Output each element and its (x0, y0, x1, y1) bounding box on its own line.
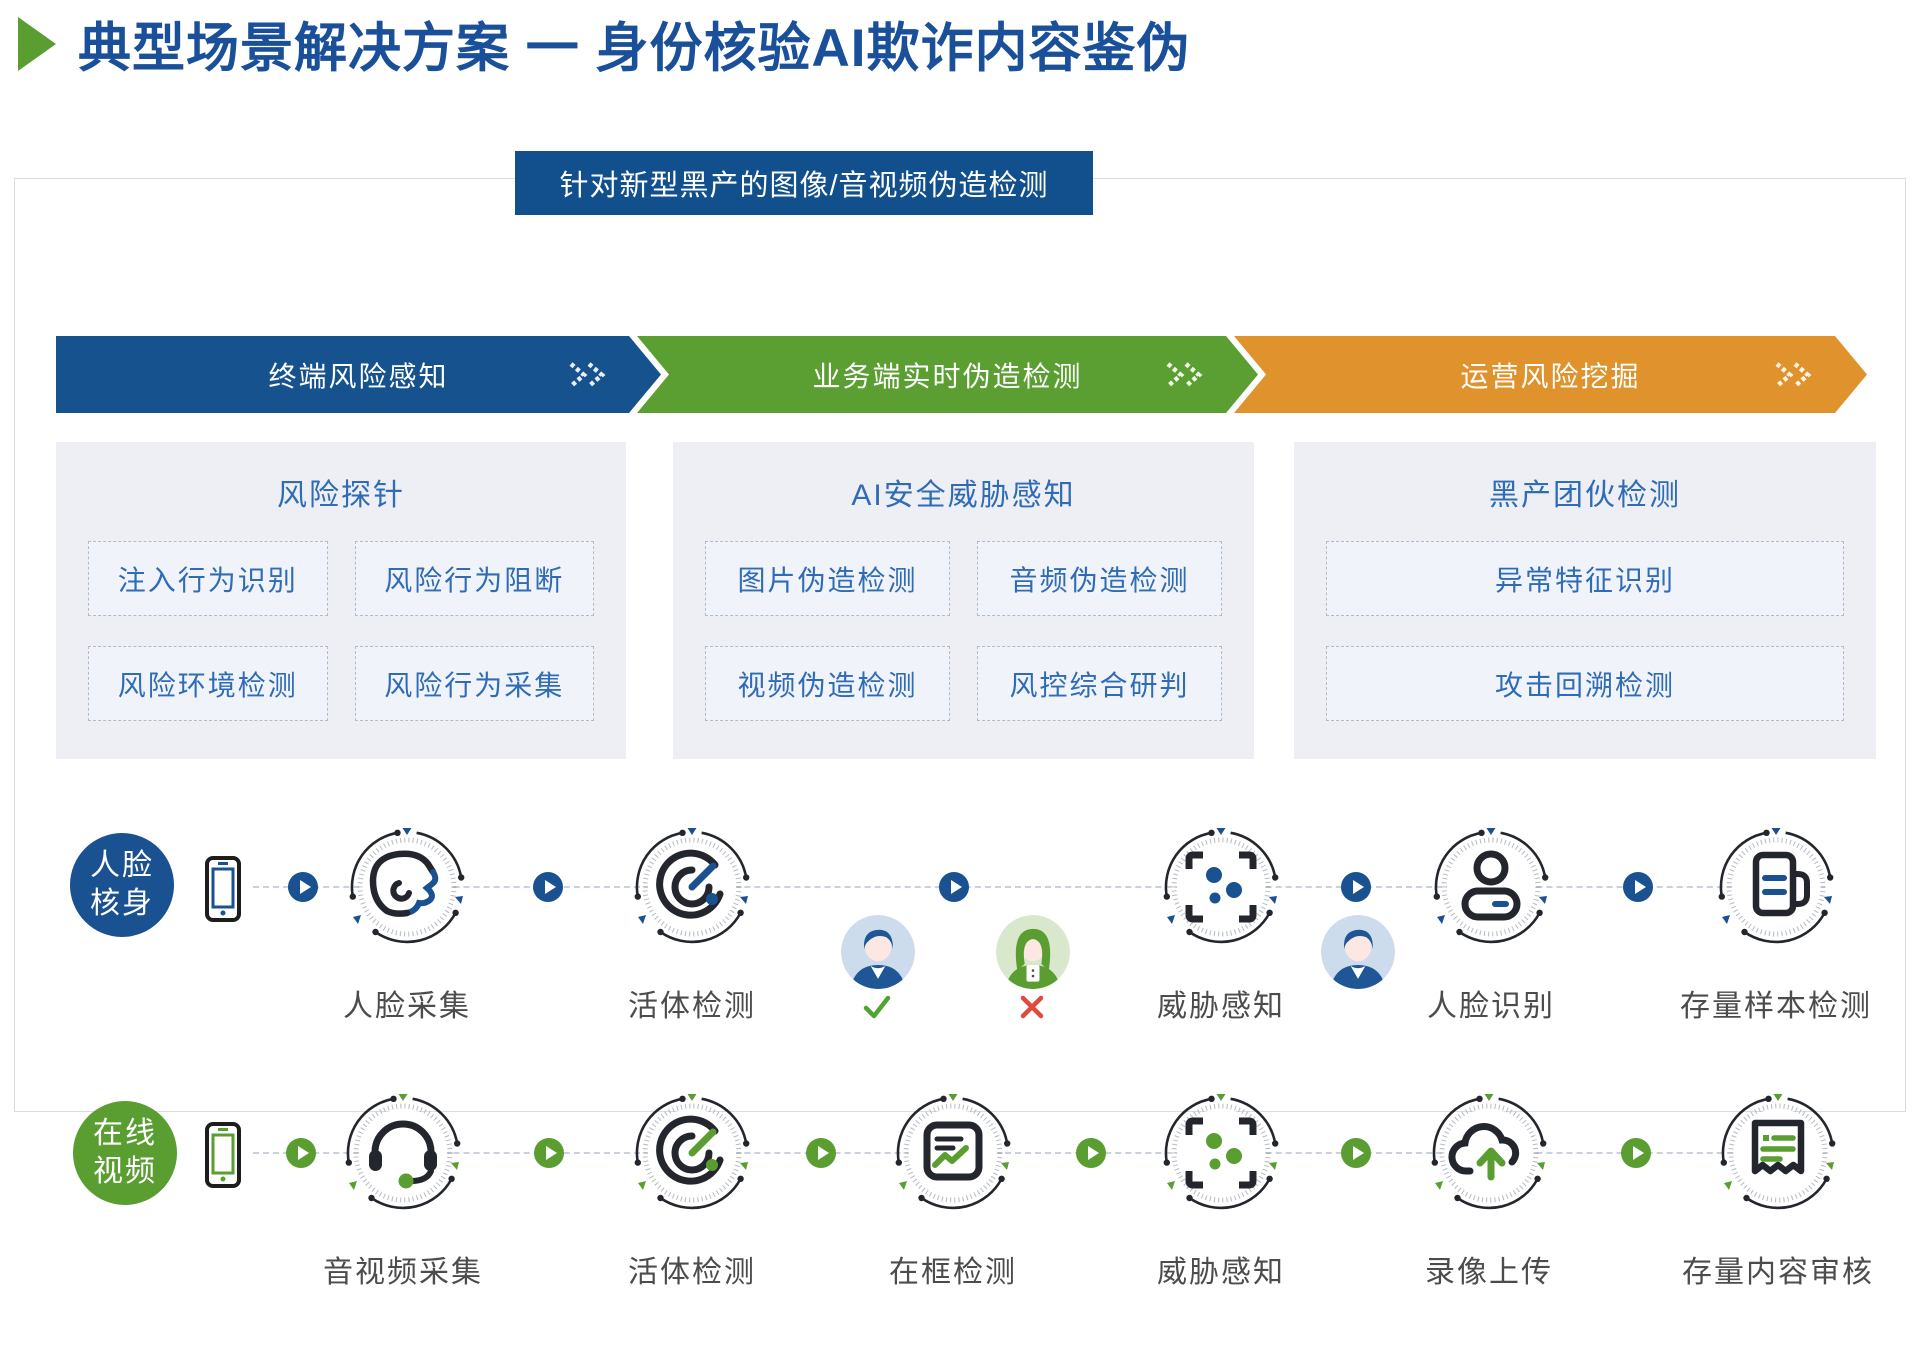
page-title: 典型场景解决方案 一 身份核验AI欺诈内容鉴伪 (78, 19, 1191, 78)
capability-box: 风险环境检测 (88, 646, 328, 721)
content-review-icon (1718, 1093, 1838, 1213)
double-chevron-icon (1771, 361, 1815, 389)
capability-box: 图片伪造检测 (705, 541, 950, 616)
capability-box: 风险行为阻断 (354, 541, 594, 616)
banner-label: 针对新型黑产的图像/音视频伪造检测 (559, 170, 1049, 202)
flow2-step-threat: 威胁感知 (1101, 1093, 1341, 1291)
flow1-step-sample-check: 存量样本检测 (1656, 827, 1896, 1025)
flow1-step-liveness: 活体检测 (572, 827, 812, 1025)
step-label: 在框检测 (889, 1256, 1017, 1289)
step-label: 录像上传 (1425, 1256, 1553, 1289)
stage-terminal-risk-arrow: 终端风险感知 (56, 336, 661, 413)
stage-operation-mining-arrow: 运营风险挖掘 (1234, 336, 1867, 413)
panel-title: 风险探针 (277, 478, 405, 512)
flow2-step-liveness: 活体检测 (572, 1093, 812, 1291)
fail-cross-icon (1020, 995, 1044, 1019)
flow2-connector (253, 1152, 1783, 1154)
flow2-step-av-capture: 音视频采集 (283, 1093, 523, 1291)
flow1-connector (253, 886, 1783, 888)
flow-arrow-icon (806, 1138, 836, 1168)
stage-label: 业务端实时伪造检测 (812, 360, 1083, 392)
flow2-step-content-review: 存量内容审核 (1658, 1093, 1898, 1291)
threat-scan-icon (1161, 1093, 1281, 1213)
step-label: 音视频采集 (323, 1256, 483, 1289)
liveness-radar-icon (632, 827, 752, 947)
capability-box: 视频伪造检测 (705, 646, 950, 721)
flow2-badge-online-video: 在线 视频 (73, 1101, 177, 1205)
flow-arrow-icon (1341, 872, 1371, 902)
flow-arrow-icon (1076, 1138, 1106, 1168)
flow-arrow-icon (288, 872, 318, 902)
female-avatar (996, 915, 1070, 989)
flow-arrow-icon (1621, 1138, 1651, 1168)
panel-gang-detection: 黑产团伙检测 异常特征识别 攻击回溯检测 (1294, 442, 1876, 759)
panel-risk-probe: 风险探针 注入行为识别 风险行为阻断 风险环境检测 风险行为采集 (56, 442, 626, 759)
flow1-step-face-id: 人脸识别 (1371, 827, 1611, 1025)
capability-box: 音频伪造检测 (977, 541, 1222, 616)
male-avatar (841, 915, 915, 989)
male-avatar (1321, 915, 1395, 989)
phone-icon (205, 856, 241, 922)
step-label: 活体检测 (628, 1256, 756, 1289)
panel-ai-threat: AI安全威胁感知 图片伪造检测 音频伪造检测 视频伪造检测 风控综合研判 (673, 442, 1254, 759)
flow1-step-threat: 威胁感知 (1101, 827, 1341, 1025)
step-label: 威胁感知 (1157, 990, 1285, 1023)
flow-arrow-icon (1341, 1138, 1371, 1168)
step-label: 人脸采集 (343, 990, 471, 1023)
phone-icon (205, 1122, 241, 1188)
flow-arrow-icon (939, 872, 969, 902)
stage-realtime-forgery-arrow: 业务端实时伪造检测 (637, 336, 1258, 413)
pass-check-icon (863, 995, 891, 1019)
capability-box: 异常特征识别 (1326, 541, 1844, 616)
double-chevron-icon (1162, 361, 1206, 389)
threat-scan-icon (1161, 827, 1281, 947)
liveness-radar-icon (632, 1093, 752, 1213)
sample-docs-icon (1716, 827, 1836, 947)
capability-box: 风险行为采集 (354, 646, 594, 721)
panel-title: 黑产团伙检测 (1489, 478, 1681, 512)
capability-box: 攻击回溯检测 (1326, 646, 1844, 721)
flow-arrow-icon (286, 1138, 316, 1168)
stage-label: 运营风险挖掘 (1460, 360, 1641, 392)
frame-check-icon (893, 1093, 1013, 1213)
page-header: 典型场景解决方案 一 身份核验AI欺诈内容鉴伪 (18, 6, 1190, 82)
cloud-upload-icon (1429, 1093, 1549, 1213)
banner: 针对新型黑产的图像/音视频伪造检测 (515, 151, 1093, 215)
diagram-frame: 针对新型黑产的图像/音视频伪造检测 终端风险感知 业务端实时伪造检测 运营风险挖… (14, 151, 1906, 1289)
panel-title: AI安全威胁感知 (851, 478, 1076, 512)
flow2-step-upload: 录像上传 (1369, 1093, 1609, 1291)
step-label: 威胁感知 (1157, 1256, 1285, 1289)
flow-arrow-icon (533, 872, 563, 902)
stage-label: 终端风险感知 (268, 360, 449, 392)
step-label: 存量内容审核 (1682, 1256, 1874, 1289)
step-label: 人脸识别 (1427, 990, 1555, 1023)
face-id-icon (1431, 827, 1551, 947)
capability-box: 注入行为识别 (88, 541, 328, 616)
face-capture-icon (347, 827, 467, 947)
capability-box: 风控综合研判 (977, 646, 1222, 721)
flow-arrow-icon (1623, 872, 1653, 902)
flow1-step-face-capture: 人脸采集 (287, 827, 527, 1025)
title-marker-icon (18, 17, 56, 71)
headset-icon (343, 1093, 463, 1213)
flow2-step-frame-check: 在框检测 (833, 1093, 1073, 1291)
double-chevron-icon (565, 361, 609, 389)
flow-arrow-icon (534, 1138, 564, 1168)
flow1-badge-face-verify: 人脸 核身 (70, 833, 174, 937)
step-label: 存量样本检测 (1680, 990, 1872, 1023)
step-label: 活体检测 (628, 990, 756, 1023)
